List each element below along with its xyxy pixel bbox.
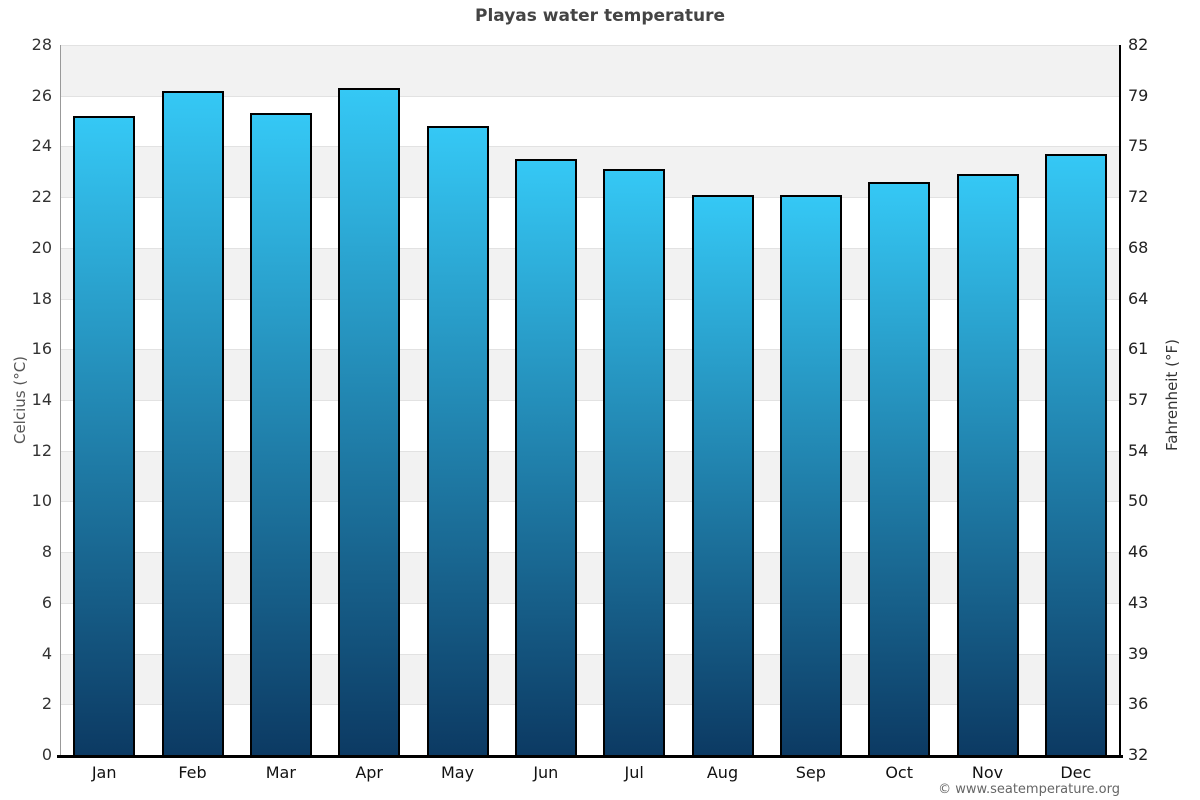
fahrenheit-tick-label: 39 — [1128, 643, 1149, 663]
fahrenheit-tick-label: 54 — [1128, 440, 1149, 460]
fahrenheit-tick-label: 50 — [1128, 491, 1149, 511]
fahrenheit-tick-label: 72 — [1128, 187, 1149, 207]
celsius-tick-label: 2 — [41, 694, 52, 714]
copyright-credit: © www.seatemperature.org — [938, 782, 1120, 797]
y-axis-label-celsius: Celcius (°C) — [11, 355, 29, 445]
plot-band — [60, 247, 1120, 299]
bar-feb — [161, 90, 224, 755]
gridline — [60, 602, 1120, 604]
month-label-nov: Nov — [971, 763, 1004, 782]
gridline — [60, 349, 1120, 351]
celsius-tick-label: 22 — [31, 187, 52, 207]
month-label-feb: Feb — [178, 763, 207, 782]
month-label-aug: Aug — [706, 763, 739, 782]
celsius-tick-label: 18 — [31, 288, 52, 308]
gridline — [60, 298, 1120, 300]
fahrenheit-tick-label: 36 — [1128, 694, 1149, 714]
gridline — [60, 197, 1120, 199]
celsius-tick-label: 26 — [31, 85, 52, 105]
gridline — [60, 247, 1120, 249]
month-label-mar: Mar — [265, 763, 296, 782]
plot-band — [60, 552, 1120, 603]
celsius-tick-label: 8 — [41, 542, 52, 562]
bar-dec — [1044, 154, 1107, 755]
celsius-tick-label: 28 — [31, 35, 52, 54]
plot-band — [60, 95, 1120, 147]
gridline — [60, 400, 1120, 401]
bar-mar — [249, 113, 312, 755]
month-label-dec: Dec — [1060, 763, 1092, 782]
gridline — [60, 146, 1120, 148]
fahrenheit-tick-label: 79 — [1128, 85, 1149, 105]
celsius-tick-label: 0 — [41, 745, 52, 764]
bar-aug — [691, 194, 754, 755]
left-axis-line — [60, 45, 61, 755]
fahrenheit-tick-label: 61 — [1128, 339, 1149, 359]
fahrenheit-tick-label: 68 — [1128, 237, 1149, 257]
celsius-tick-label: 20 — [31, 237, 52, 257]
fahrenheit-tick-label: 46 — [1128, 542, 1149, 562]
plot-band — [60, 501, 1120, 553]
fahrenheit-tick-label: 57 — [1128, 390, 1149, 409]
plot-area — [60, 45, 1120, 756]
bar-oct — [868, 181, 931, 755]
fahrenheit-tick-label: 32 — [1128, 745, 1149, 764]
bar-jun — [514, 159, 577, 755]
month-label-sep: Sep — [795, 763, 826, 782]
fahrenheit-tick-label: 82 — [1128, 35, 1149, 54]
plot-band — [60, 197, 1120, 248]
plot-band — [60, 602, 1120, 654]
gridline — [60, 45, 1120, 46]
celsius-tick-label: 16 — [31, 339, 52, 359]
celsius-tick-label: 6 — [41, 592, 52, 612]
plot-band — [60, 298, 1120, 350]
plot-band — [60, 146, 1120, 198]
bar-apr — [338, 88, 401, 755]
bar-jan — [73, 116, 136, 755]
bar-sep — [779, 194, 842, 755]
gridline — [60, 704, 1120, 706]
bar-nov — [956, 174, 1019, 755]
plot-band — [60, 349, 1120, 400]
plot-band — [60, 45, 1120, 96]
celsius-tick-label: 24 — [31, 136, 52, 156]
chart-title: Playas water temperature — [474, 6, 726, 26]
celsius-tick-label: 14 — [31, 390, 52, 409]
right-axis-line — [1119, 45, 1121, 755]
bottom-axis-line — [57, 755, 1123, 758]
month-label-oct: Oct — [885, 763, 913, 782]
month-label-may: May — [440, 763, 475, 782]
fahrenheit-tick-label: 43 — [1128, 592, 1149, 612]
plot-band — [60, 653, 1120, 705]
plot-band — [60, 450, 1120, 502]
celsius-tick-label: 10 — [31, 491, 52, 511]
fahrenheit-tick-label: 64 — [1128, 288, 1149, 308]
month-label-jul: Jul — [624, 763, 644, 782]
month-label-apr: Apr — [355, 763, 383, 782]
bar-may — [426, 126, 489, 755]
gridline — [60, 501, 1120, 503]
month-label-jun: Jun — [533, 763, 559, 782]
y-axis-label-fahrenheit: Fahrenheit (°F) — [1163, 339, 1181, 451]
gridline — [60, 95, 1120, 97]
gridline — [60, 653, 1120, 655]
fahrenheit-tick-label: 75 — [1128, 136, 1149, 156]
bar-jul — [603, 169, 666, 755]
plot-band — [60, 704, 1120, 755]
gridline — [60, 450, 1120, 452]
celsius-tick-label: 4 — [41, 643, 52, 663]
plot-band — [60, 400, 1120, 451]
celsius-tick-label: 12 — [31, 440, 52, 460]
month-label-jan: Jan — [91, 763, 117, 782]
gridline — [60, 552, 1120, 554]
